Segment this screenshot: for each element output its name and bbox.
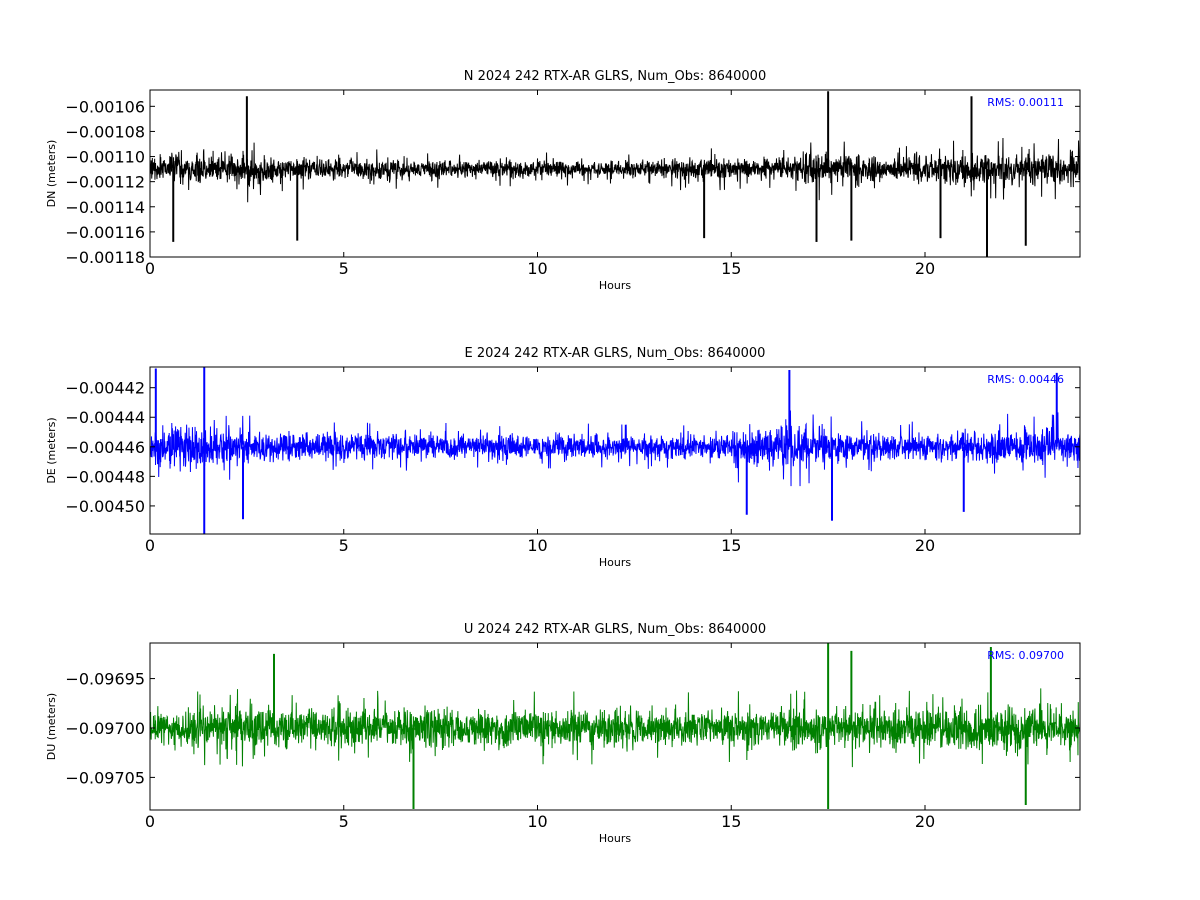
x-axis-label: Hours <box>599 556 631 569</box>
x-tick-label: 5 <box>339 812 349 831</box>
x-axis-label: Hours <box>599 832 631 845</box>
x-tick-label: 10 <box>527 259 547 278</box>
y-tick-label: −0.00448 <box>65 467 145 486</box>
y-tick-label: −0.00444 <box>65 408 145 427</box>
x-tick-label: 0 <box>145 259 155 278</box>
chart-title: U 2024 242 RTX-AR GLRS, Num_Obs: 8640000 <box>464 622 766 637</box>
y-tick-label: −0.00450 <box>65 497 145 516</box>
x-axis-label: Hours <box>599 279 631 292</box>
axes-frame <box>149 642 1081 811</box>
series-line <box>150 688 1080 768</box>
x-tick-label: 15 <box>721 259 741 278</box>
y-axis-label: DU (meters) <box>45 693 58 760</box>
y-tick-label: −0.00446 <box>65 438 145 457</box>
chart-title: E 2024 242 RTX-AR GLRS, Num_Obs: 8640000 <box>465 346 766 361</box>
y-tick-label: −0.00112 <box>65 173 145 192</box>
panel-north: N 2024 242 RTX-AR GLRS, Num_Obs: 8640000… <box>45 69 1081 292</box>
x-tick-label: 15 <box>721 536 741 555</box>
y-tick-label: −0.09700 <box>65 719 145 738</box>
x-tick-label: 20 <box>915 812 935 831</box>
y-tick-label: −0.00116 <box>65 223 145 242</box>
y-tick-label: −0.00110 <box>65 148 145 167</box>
y-tick-label: −0.09705 <box>65 768 145 787</box>
chart-title: N 2024 242 RTX-AR GLRS, Num_Obs: 8640000 <box>464 69 766 84</box>
x-tick-label: 20 <box>915 259 935 278</box>
y-tick-label: −0.00118 <box>65 248 145 267</box>
y-tick-label: −0.00106 <box>65 97 145 116</box>
x-tick-label: 10 <box>527 812 547 831</box>
x-tick-label: 5 <box>339 259 349 278</box>
rms-annotation: RMS: 0.00446 <box>987 373 1064 386</box>
panel-up: U 2024 242 RTX-AR GLRS, Num_Obs: 8640000… <box>45 622 1081 845</box>
rms-annotation: RMS: 0.00111 <box>987 96 1064 109</box>
axes-frame <box>149 366 1081 535</box>
axes-frame <box>149 89 1081 258</box>
y-axis-label: DE (meters) <box>45 417 58 483</box>
y-axis-label: DN (meters) <box>45 140 58 208</box>
x-tick-label: 15 <box>721 812 741 831</box>
y-tick-label: −0.00442 <box>65 379 145 398</box>
x-tick-label: 20 <box>915 536 935 555</box>
y-tick-label: −0.00114 <box>65 198 145 217</box>
x-tick-label: 0 <box>145 812 155 831</box>
rms-annotation: RMS: 0.09700 <box>987 649 1064 662</box>
series-line <box>150 410 1080 487</box>
x-tick-label: 5 <box>339 536 349 555</box>
x-tick-label: 10 <box>527 536 547 555</box>
series-line <box>150 138 1080 203</box>
y-tick-label: −0.09695 <box>65 670 145 689</box>
y-tick-label: −0.00108 <box>65 122 145 141</box>
x-tick-label: 0 <box>145 536 155 555</box>
panel-east: E 2024 242 RTX-AR GLRS, Num_Obs: 8640000… <box>45 346 1081 569</box>
